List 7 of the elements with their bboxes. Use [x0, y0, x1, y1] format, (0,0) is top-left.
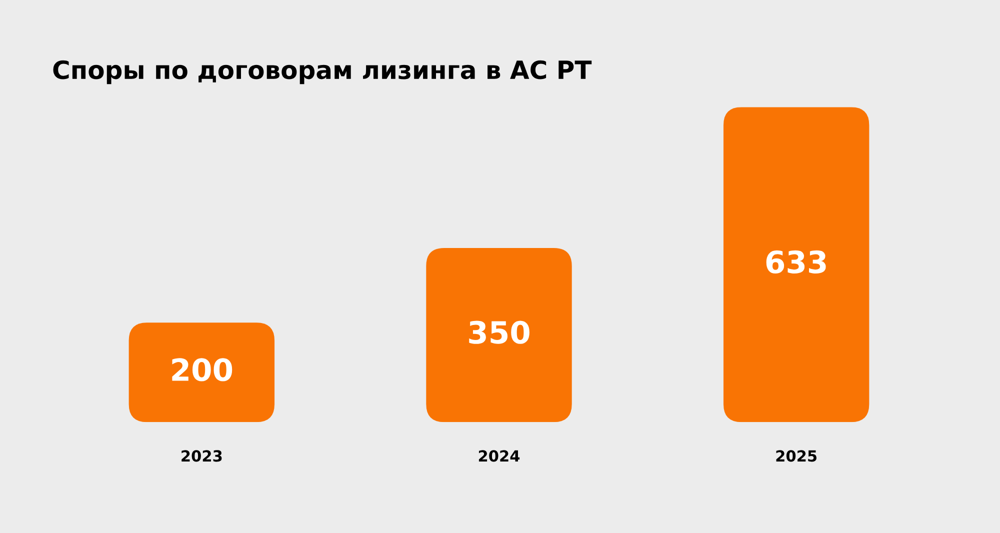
- x-tick-label: 2025: [776, 450, 817, 462]
- data-label: 633: [766, 250, 826, 274]
- data-label: 200: [172, 358, 232, 382]
- x-tick-label: 2024: [478, 450, 520, 462]
- data-label: 350: [469, 320, 530, 344]
- chart-title: Споры по договорам лизинга в АС РТ: [53, 60, 592, 84]
- x-tick-label: 2023: [182, 450, 222, 462]
